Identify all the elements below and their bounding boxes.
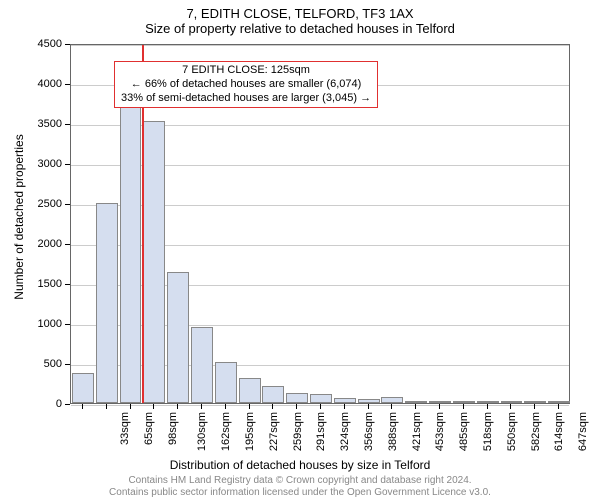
y-tick-label: 4000 — [22, 78, 62, 90]
x-tick-label: 421sqm — [411, 412, 423, 451]
x-tick-label: 227sqm — [268, 412, 280, 451]
x-tick-label: 614sqm — [554, 412, 566, 451]
footer-line1: Contains HM Land Registry data © Crown c… — [0, 475, 600, 487]
histogram-bar — [239, 378, 261, 403]
histogram-bar — [191, 327, 213, 403]
x-tick-label: 291sqm — [316, 412, 328, 451]
histogram-bar — [524, 401, 546, 403]
y-tick-mark — [65, 324, 70, 325]
page-title-line2: Size of property relative to detached ho… — [0, 21, 600, 40]
histogram-bar — [72, 373, 94, 403]
y-tick-label: 4500 — [22, 38, 62, 50]
y-tick-label: 2500 — [22, 198, 62, 210]
histogram-bar — [477, 401, 499, 403]
x-tick-label: 65sqm — [143, 412, 155, 445]
x-tick-mark — [368, 404, 369, 409]
x-tick-mark — [153, 404, 154, 409]
histogram-bar — [358, 399, 380, 403]
histogram-bar — [120, 78, 142, 403]
x-tick-mark — [487, 404, 488, 409]
x-tick-mark — [296, 404, 297, 409]
x-tick-mark — [249, 404, 250, 409]
y-tick-label: 1000 — [22, 318, 62, 330]
x-tick-label: 485sqm — [458, 412, 470, 451]
y-tick-mark — [65, 124, 70, 125]
x-tick-label: 259sqm — [292, 412, 304, 451]
y-tick-mark — [65, 364, 70, 365]
x-tick-label: 388sqm — [387, 412, 399, 451]
annotation-box: 7 EDITH CLOSE: 125sqm← 66% of detached h… — [114, 61, 378, 108]
x-tick-label: 98sqm — [167, 412, 179, 445]
x-tick-mark — [391, 404, 392, 409]
x-tick-mark — [510, 404, 511, 409]
histogram-bar — [429, 401, 451, 403]
y-tick-mark — [65, 44, 70, 45]
y-tick-mark — [65, 84, 70, 85]
footer-line2: Contains public sector information licen… — [0, 487, 600, 499]
x-tick-mark — [82, 404, 83, 409]
x-tick-mark — [320, 404, 321, 409]
x-axis-label: Distribution of detached houses by size … — [0, 458, 600, 472]
chart-plot-area: 7 EDITH CLOSE: 125sqm← 66% of detached h… — [70, 44, 570, 404]
histogram-bar — [381, 397, 403, 403]
x-tick-label: 356sqm — [363, 412, 375, 451]
y-tick-mark — [65, 244, 70, 245]
x-tick-label: 33sqm — [119, 412, 131, 445]
footer-attribution: Contains HM Land Registry data © Crown c… — [0, 475, 600, 498]
x-tick-label: 130sqm — [196, 412, 208, 451]
annotation-line: 7 EDITH CLOSE: 125sqm — [121, 64, 371, 78]
histogram-bar — [310, 394, 332, 403]
annotation-line: 33% of semi-detached houses are larger (… — [121, 92, 371, 106]
x-tick-mark — [106, 404, 107, 409]
page-title-line1: 7, EDITH CLOSE, TELFORD, TF3 1AX — [0, 0, 600, 21]
y-tick-label: 1500 — [22, 278, 62, 290]
gridline — [71, 45, 569, 46]
x-tick-mark — [225, 404, 226, 409]
x-tick-label: 518sqm — [482, 412, 494, 451]
x-tick-label: 582sqm — [530, 412, 542, 451]
histogram-bar — [286, 393, 308, 403]
histogram-bar — [96, 203, 118, 403]
x-tick-label: 195sqm — [244, 412, 256, 451]
y-tick-label: 3500 — [22, 118, 62, 130]
x-tick-mark — [201, 404, 202, 409]
histogram-bar — [405, 401, 427, 403]
histogram-bar — [143, 121, 165, 403]
x-tick-label: 453sqm — [435, 412, 447, 451]
x-tick-label: 324sqm — [339, 412, 351, 451]
y-tick-mark — [65, 284, 70, 285]
histogram-bar — [501, 401, 523, 403]
y-tick-label: 3000 — [22, 158, 62, 170]
x-tick-mark — [415, 404, 416, 409]
histogram-bar — [548, 401, 570, 403]
histogram-bar — [453, 401, 475, 403]
x-tick-mark — [344, 404, 345, 409]
x-tick-mark — [534, 404, 535, 409]
y-tick-mark — [65, 404, 70, 405]
x-tick-label: 162sqm — [220, 412, 232, 451]
histogram-bar — [167, 272, 189, 403]
annotation-line: ← 66% of detached houses are smaller (6,… — [121, 78, 371, 92]
x-tick-label: 647sqm — [577, 412, 589, 451]
y-tick-label: 500 — [22, 358, 62, 370]
x-tick-mark — [272, 404, 273, 409]
y-tick-label: 2000 — [22, 238, 62, 250]
x-tick-label: 550sqm — [506, 412, 518, 451]
y-tick-label: 0 — [22, 398, 62, 410]
histogram-bar — [262, 386, 284, 403]
x-tick-mark — [177, 404, 178, 409]
x-tick-mark — [558, 404, 559, 409]
y-tick-mark — [65, 204, 70, 205]
y-tick-mark — [65, 164, 70, 165]
x-tick-mark — [463, 404, 464, 409]
x-tick-mark — [130, 404, 131, 409]
x-tick-mark — [439, 404, 440, 409]
histogram-bar — [334, 398, 356, 403]
histogram-bar — [215, 362, 237, 403]
